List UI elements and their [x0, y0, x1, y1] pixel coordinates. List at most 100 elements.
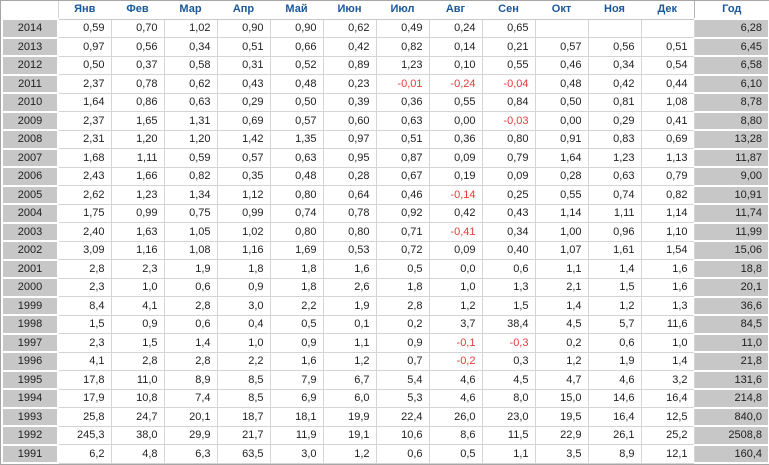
month-value-cell: 0,3: [481, 351, 536, 371]
month-value-cell: [640, 18, 695, 38]
month-value-cell: 0,58: [163, 55, 218, 75]
month-value-cell: 6,7: [322, 370, 377, 390]
row-year-label: 1998: [1, 314, 59, 335]
month-value-cell: 0,23: [322, 74, 377, 94]
month-value-cell: 1,2: [322, 444, 377, 464]
year-total-cell: 8,78: [693, 92, 769, 113]
month-value-cell: 0,09: [428, 240, 483, 260]
month-value-cell: 16,4: [640, 388, 695, 408]
month-value-cell: 1,8: [269, 277, 324, 297]
row-year-label: 2010: [1, 92, 59, 113]
month-value-cell: 0,74: [269, 203, 324, 223]
month-value-cell: 18,7: [216, 407, 271, 427]
month-value-cell: 2,1: [534, 277, 589, 297]
month-value-cell: 0,21: [481, 37, 536, 57]
month-value-cell: 0,6: [163, 277, 218, 297]
month-value-cell: 4,5: [481, 370, 536, 390]
month-value-cell: 0,6: [375, 444, 430, 464]
table-row: 1994 17,9 10,8 7,4 8,5 6,9 6,0 5,3 4,6 8,0 15,0 14,…: [1, 388, 769, 409]
month-value-cell: 0,67: [375, 166, 430, 186]
table-row: 1996 4,1 2,8 2,8 2,2 1,6 1,2 0,7 -0,2 0,3 1,2 1,9 1,…: [1, 351, 769, 372]
month-value-cell: 1,08: [163, 240, 218, 260]
month-value-cell: 0,0: [428, 259, 483, 279]
row-year-label: 2001: [1, 258, 59, 279]
year-total-cell: 84,5: [693, 314, 769, 335]
month-value-cell: 1,11: [587, 203, 642, 223]
month-value-cell: 0,6: [587, 333, 642, 353]
month-value-cell: 0,6: [163, 314, 218, 334]
month-value-cell: 0,9: [110, 314, 165, 334]
col-header-month: Июн: [323, 1, 376, 20]
row-year-label: 2014: [1, 18, 59, 39]
year-total-cell: 11,74: [693, 203, 769, 224]
month-value-cell: 0,50: [57, 55, 112, 75]
month-value-cell: 0,71: [375, 222, 430, 242]
row-year-label: 2000: [1, 277, 59, 298]
month-value-cell: 0,66: [269, 37, 324, 57]
month-value-cell: 2,2: [216, 351, 271, 371]
month-value-cell: -0,24: [428, 74, 483, 94]
month-value-cell: 1,2: [428, 296, 483, 316]
month-value-cell: 0,99: [216, 203, 271, 223]
month-value-cell: 0,82: [640, 185, 695, 205]
month-value-cell: 0,56: [587, 37, 642, 57]
month-value-cell: 3,09: [57, 240, 112, 260]
year-total-cell: 15,06: [693, 240, 769, 261]
month-value-cell: 0,59: [163, 148, 218, 168]
month-value-cell: 1,11: [110, 148, 165, 168]
month-value-cell: 25,8: [57, 407, 112, 427]
month-value-cell: 1,2: [587, 296, 642, 316]
month-value-cell: 1,75: [57, 203, 112, 223]
month-value-cell: 0,90: [216, 18, 271, 38]
month-value-cell: 1,66: [110, 166, 165, 186]
year-total-cell: 36,6: [693, 295, 769, 316]
month-value-cell: 22,4: [375, 407, 430, 427]
month-value-cell: 1,4: [534, 296, 589, 316]
month-value-cell: 2,31: [57, 129, 112, 149]
month-value-cell: 5,3: [375, 388, 430, 408]
row-year-label: 1996: [1, 351, 59, 372]
month-value-cell: 24,7: [110, 407, 165, 427]
month-value-cell: 8,6: [428, 425, 483, 445]
month-value-cell: 3,0: [269, 444, 324, 464]
table-row: 1992 245,3 38,0 29,9 21,7 11,9 19,1 10,6 8,6 11,5…: [1, 425, 769, 446]
year-total-cell: 10,91: [693, 184, 769, 205]
month-value-cell: 1,1: [481, 444, 536, 464]
year-total-cell: 11,87: [693, 147, 769, 168]
month-value-cell: 11,5: [481, 425, 536, 445]
month-value-cell: 0,9: [375, 333, 430, 353]
month-value-cell: 2,8: [163, 351, 218, 371]
month-value-cell: 0,82: [163, 166, 218, 186]
month-value-cell: 0,48: [269, 166, 324, 186]
month-value-cell: 0,43: [481, 203, 536, 223]
month-value-cell: -0,3: [481, 333, 536, 353]
month-value-cell: 0,51: [375, 129, 430, 149]
col-header-month: Апр: [217, 1, 270, 20]
month-value-cell: 0,36: [375, 92, 430, 112]
col-header-month: Ноя: [588, 1, 641, 20]
month-value-cell: 0,72: [375, 240, 430, 260]
row-year-label: 1997: [1, 332, 59, 353]
month-value-cell: 0,51: [216, 37, 271, 57]
month-value-cell: 1,23: [110, 185, 165, 205]
month-value-cell: 1,00: [534, 222, 589, 242]
month-value-cell: 0,19: [428, 166, 483, 186]
month-value-cell: 0,97: [322, 129, 377, 149]
table-row: 2011 2,37 0,78 0,62 0,43 0,48 0,23 -0,01 -0,24 -0…: [1, 73, 769, 94]
month-value-cell: 8,0: [481, 388, 536, 408]
month-value-cell: 25,2: [640, 425, 695, 445]
month-value-cell: 0,63: [163, 92, 218, 112]
month-value-cell: 0,70: [110, 18, 165, 38]
month-value-cell: 1,64: [57, 92, 112, 112]
month-value-cell: 0,99: [110, 203, 165, 223]
month-value-cell: 1,69: [269, 240, 324, 260]
month-value-cell: 10,8: [110, 388, 165, 408]
year-total-cell: 20,1: [693, 277, 769, 298]
col-header-month: Янв: [58, 1, 111, 20]
month-value-cell: 2,3: [110, 259, 165, 279]
table-row: 1997 2,3 1,5 1,4 1,0 0,9 1,1 0,9 -0,1 -0,3 0,2 0,6 1…: [1, 332, 769, 353]
month-value-cell: 38,0: [110, 425, 165, 445]
month-value-cell: 20,1: [163, 407, 218, 427]
